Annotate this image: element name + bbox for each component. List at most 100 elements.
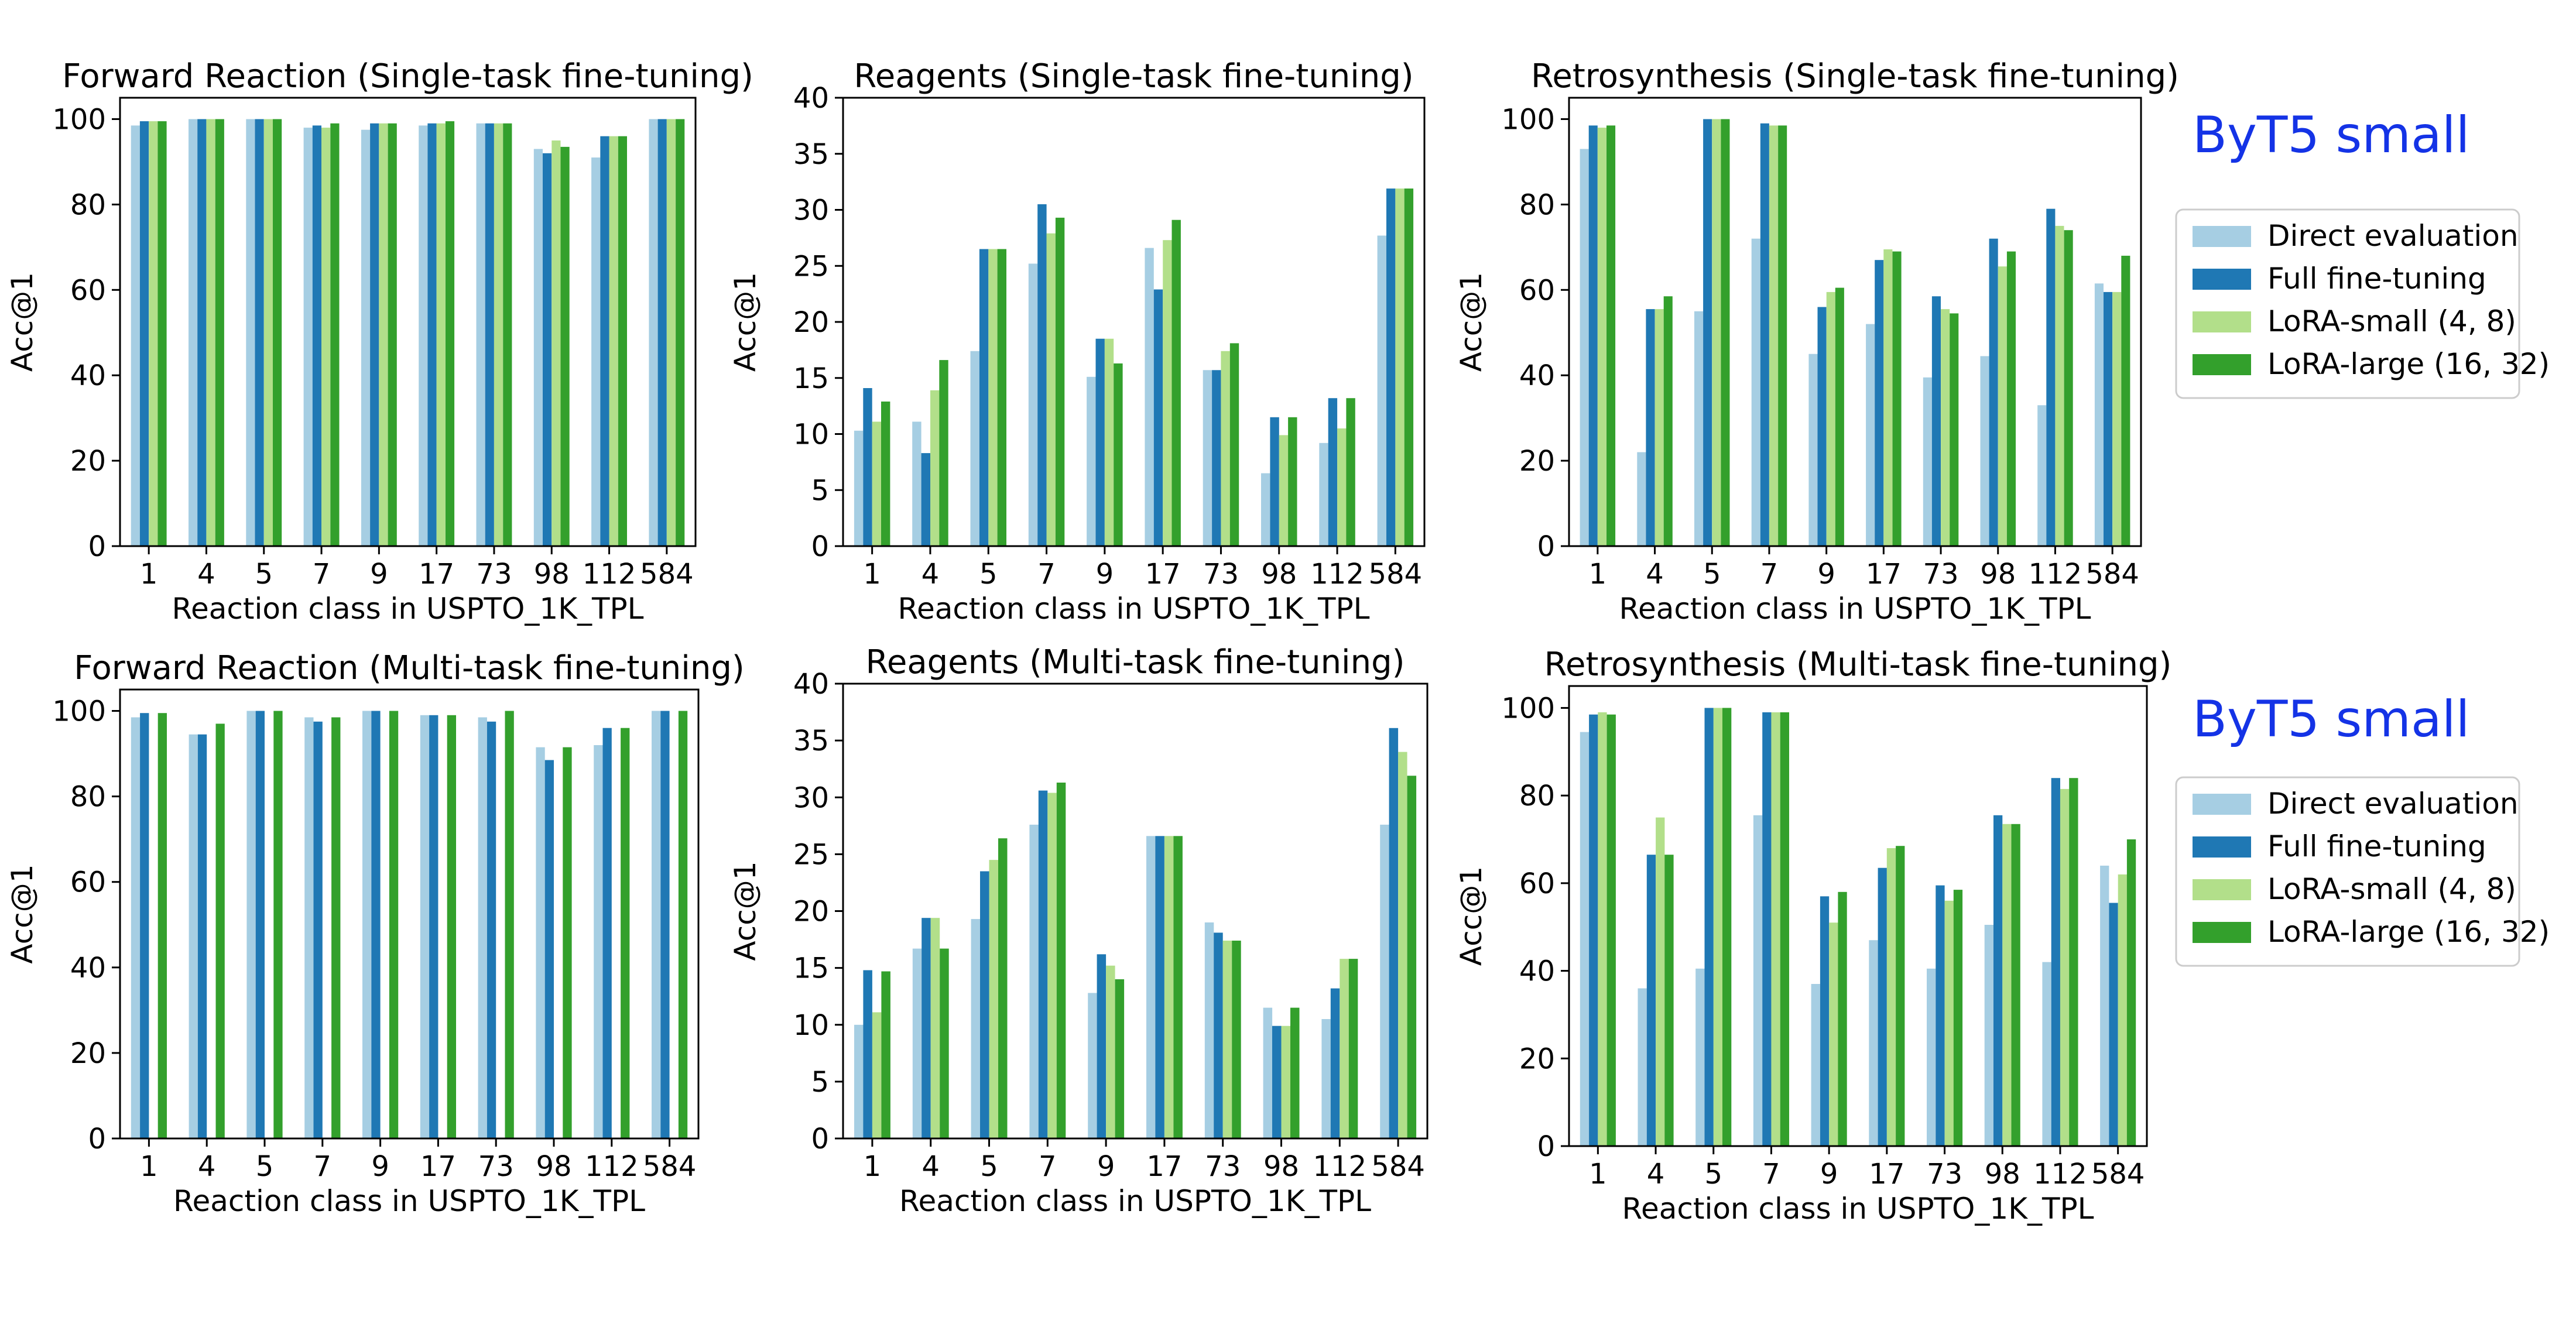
bar-full-fine-tuning-class-5 <box>255 711 265 1138</box>
y-tick-label: 15 <box>793 362 829 395</box>
bar-lora-small-4-8-class-1 <box>872 421 882 546</box>
legend-bottom: Direct evaluation Full fine-tuning LoRA-sm… <box>2175 776 2550 967</box>
bar-lora-small-4-8-class-9 <box>1826 291 1835 546</box>
bar-lora-small-4-8-class-5 <box>1713 708 1723 1146</box>
bar-lora-small-4-8-class-7 <box>1771 712 1780 1146</box>
bar-direct-evaluation-class-1 <box>854 1024 864 1139</box>
bar-full-fine-tuning-class-7 <box>1760 123 1769 547</box>
bar-direct-evaluation-class-112 <box>2042 962 2051 1146</box>
x-tick-label: 7 <box>1039 1150 1057 1183</box>
bar-full-fine-tuning-class-98 <box>1989 238 1998 546</box>
bar-direct-evaluation-class-17 <box>1145 248 1154 546</box>
bar-direct-evaluation-class-9 <box>1811 984 1820 1146</box>
y-tick-label: 40 <box>793 668 829 701</box>
bar-full-fine-tuning-class-112 <box>600 136 609 546</box>
bar-full-fine-tuning-class-1 <box>140 713 149 1138</box>
bar-direct-evaluation-class-9 <box>1087 376 1096 546</box>
y-tick-label: 60 <box>70 274 106 307</box>
bar-full-fine-tuning-class-9 <box>1817 307 1827 546</box>
bar-direct-evaluation-class-9 <box>361 129 371 546</box>
legend-swatch-lora-small-4-8 <box>2193 311 2251 332</box>
bar-direct-evaluation-class-1 <box>131 717 141 1138</box>
bar-full-fine-tuning-class-98 <box>1993 815 2003 1146</box>
bar-lora-large-16-32-class-98 <box>563 747 572 1138</box>
y-tick-label: 20 <box>70 1037 106 1070</box>
bar-lora-large-16-32-class-5 <box>273 119 282 546</box>
y-tick-label: 10 <box>793 419 829 451</box>
bar-lora-small-4-8-class-1 <box>1597 128 1606 547</box>
bar-direct-evaluation-class-5 <box>971 919 981 1138</box>
bar-direct-evaluation-class-73 <box>1203 370 1212 546</box>
legend-label: LoRA-large (16, 32) <box>2267 347 2550 381</box>
x-tick-label: 112 <box>1313 1150 1366 1183</box>
y-tick-label: 0 <box>1537 1130 1555 1163</box>
bar-direct-evaluation-class-98 <box>1984 925 1993 1146</box>
bar-lora-large-16-32-class-4 <box>939 360 948 546</box>
bar-lora-large-16-32-class-584 <box>2126 839 2136 1146</box>
bar-lora-large-16-32-class-17 <box>1896 846 1905 1146</box>
bar-full-fine-tuning-class-73 <box>487 721 496 1138</box>
bar-full-fine-tuning-class-4 <box>1646 309 1655 546</box>
chart-panel-1: 0 20 40 60 80 100 1 4 5 7 9 17 73 98 112 584 Forward Rea… <box>5 57 753 626</box>
legend-label: Full fine-tuning <box>2267 262 2486 296</box>
bar-full-fine-tuning-class-5 <box>980 871 989 1138</box>
bar-lora-small-4-8-class-73 <box>494 123 503 547</box>
x-tick-label: 98 <box>1985 1158 2020 1191</box>
y-tick-label: 60 <box>1519 867 1555 900</box>
x-axis-label: Reaction class in USPTO_1K_TPL <box>173 1184 645 1218</box>
bar-lora-small-4-8-class-7 <box>1769 125 1778 546</box>
chart-panel-3: 0 20 40 60 80 100 1 4 5 7 9 17 73 98 112 584 Retrosynthe… <box>1454 57 2179 626</box>
bar-lora-small-4-8-class-4 <box>1654 309 1664 546</box>
bar-lora-small-4-8-class-584 <box>1395 188 1405 547</box>
y-tick-label: 20 <box>70 445 106 478</box>
y-axis-label: Acc@1 <box>1454 866 1488 966</box>
y-tick-label: 20 <box>1519 1042 1555 1075</box>
bar-lora-large-16-32-class-112 <box>2064 230 2073 546</box>
x-axis-label: Reaction class in USPTO_1K_TPL <box>1619 592 2091 626</box>
bar-full-fine-tuning-class-17 <box>1155 836 1164 1138</box>
bar-direct-evaluation-class-5 <box>970 351 979 546</box>
bar-lora-large-16-32-class-98 <box>2011 824 2020 1146</box>
bar-full-fine-tuning-class-112 <box>602 728 612 1138</box>
y-tick-label: 80 <box>1519 188 1555 221</box>
x-tick-label: 73 <box>1927 1158 1962 1191</box>
x-tick-label: 1 <box>140 1150 158 1183</box>
x-tick-label: 4 <box>1647 1158 1665 1191</box>
bar-full-fine-tuning-class-9 <box>1097 954 1107 1138</box>
bar-lora-large-16-32-class-584 <box>678 711 688 1138</box>
bar-lora-large-16-32-class-1 <box>1606 125 1616 546</box>
x-tick-label: 4 <box>922 1150 940 1183</box>
y-tick-label: 40 <box>70 952 106 985</box>
bar-lora-large-16-32-class-1 <box>157 121 167 547</box>
bar-direct-evaluation-class-584 <box>2100 865 2109 1146</box>
y-tick-label: 10 <box>793 1009 829 1042</box>
bar-lora-large-16-32-class-73 <box>1950 313 1959 546</box>
bar-direct-evaluation-class-73 <box>476 123 485 547</box>
x-tick-label: 1 <box>863 558 881 591</box>
bar-full-fine-tuning-class-584 <box>2109 903 2118 1146</box>
bar-lora-large-16-32-class-112 <box>1346 398 1355 546</box>
bar-lora-large-16-32-class-112 <box>621 728 630 1138</box>
legend-swatch-lora-large-16-32 <box>2193 922 2251 943</box>
x-tick-label: 584 <box>1369 558 1423 591</box>
bar-lora-small-4-8-class-1 <box>1598 712 1607 1146</box>
bar-direct-evaluation-class-584 <box>1377 235 1386 546</box>
bar-full-fine-tuning-class-112 <box>2046 208 2056 546</box>
x-tick-label: 4 <box>198 1150 216 1183</box>
x-tick-label: 17 <box>420 1150 456 1183</box>
x-tick-label: 73 <box>476 558 512 591</box>
bar-full-fine-tuning-class-98 <box>1272 1026 1282 1138</box>
legend-swatch-lora-small-4-8 <box>2193 879 2251 900</box>
bar-direct-evaluation-class-112 <box>591 157 601 547</box>
x-tick-label: 5 <box>1703 558 1721 591</box>
legend-box <box>2175 208 2520 399</box>
bar-lora-large-16-32-class-584 <box>2121 255 2130 546</box>
legend-label: Full fine-tuning <box>2267 829 2486 863</box>
y-axis-label: Acc@1 <box>728 861 762 961</box>
bar-lora-small-4-8-class-17 <box>1886 848 1896 1146</box>
x-tick-label: 98 <box>1980 558 2016 591</box>
bar-full-fine-tuning-class-7 <box>313 721 323 1138</box>
bar-lora-large-16-32-class-9 <box>388 123 397 547</box>
y-tick-label: 25 <box>793 250 829 283</box>
